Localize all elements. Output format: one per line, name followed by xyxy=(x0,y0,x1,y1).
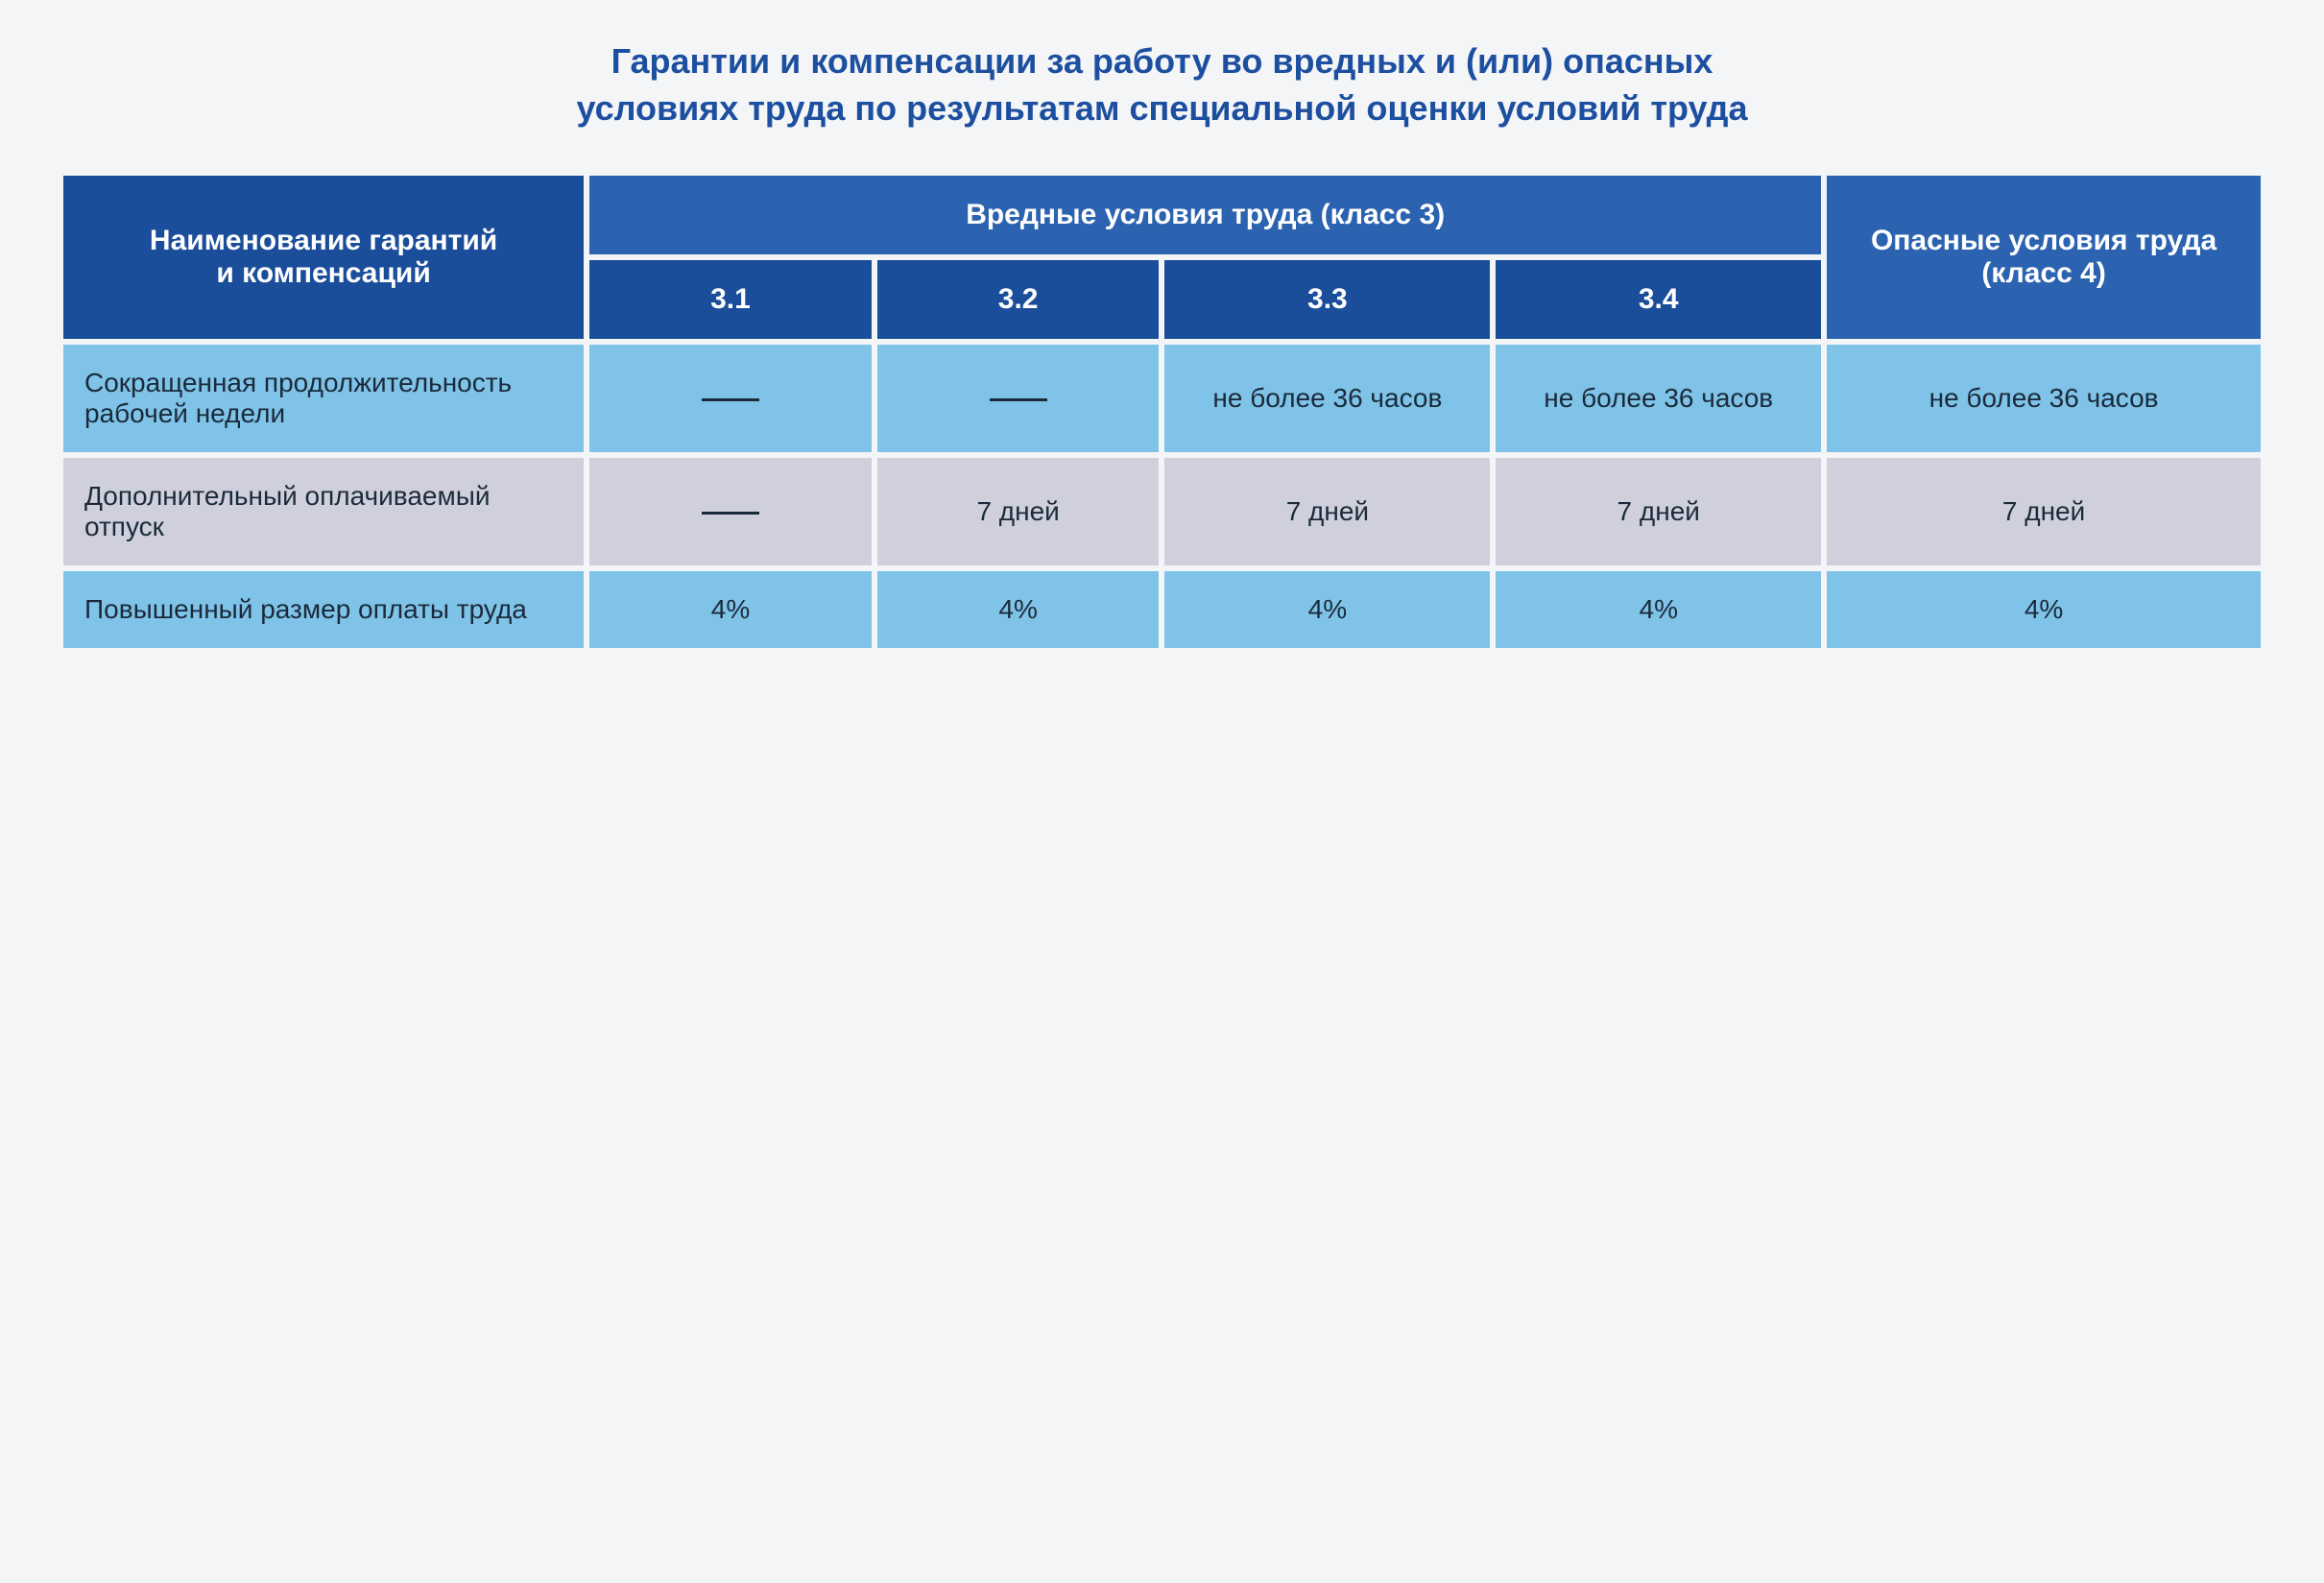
cell xyxy=(589,458,872,565)
header-harmful-group: Вредные условия труда (класс 3) xyxy=(589,176,1821,254)
cell: 4% xyxy=(589,571,872,648)
table-row: Сокращенная продолжительность рабочей не… xyxy=(63,345,2261,452)
header-sub-32: 3.2 xyxy=(877,260,1160,339)
dash-icon xyxy=(702,398,759,401)
cell: 4% xyxy=(1827,571,2261,648)
cell: не более 36 часов xyxy=(1164,345,1490,452)
dash-icon xyxy=(702,512,759,515)
dash-icon xyxy=(990,398,1047,401)
guarantees-table: Наименование гарантий и компенсаций Вред… xyxy=(58,170,2266,654)
cell: 4% xyxy=(1496,571,1821,648)
header-sub-31: 3.1 xyxy=(589,260,872,339)
cell: 7 дней xyxy=(1164,458,1490,565)
cell: 4% xyxy=(1164,571,1490,648)
cell: 7 дней xyxy=(1496,458,1821,565)
header-name: Наименование гарантий и компенсаций xyxy=(63,176,584,339)
cell xyxy=(589,345,872,452)
header-dangerous: Опасные условия труда (класс 4) xyxy=(1827,176,2261,339)
page-title: Гарантии и компенсации за работу во вред… xyxy=(563,38,1762,132)
cell: 7 дней xyxy=(1827,458,2261,565)
cell: 7 дней xyxy=(877,458,1160,565)
cell: не более 36 часов xyxy=(1827,345,2261,452)
cell xyxy=(877,345,1160,452)
cell: 4% xyxy=(877,571,1160,648)
table-row: Повышенный размер оплаты труда4%4%4%4%4% xyxy=(63,571,2261,648)
cell: не более 36 часов xyxy=(1496,345,1821,452)
table-row: Дополнительный оплачиваемый отпуск 7 дней… xyxy=(63,458,2261,565)
header-sub-33: 3.3 xyxy=(1164,260,1490,339)
row-label: Повышенный размер оплаты труда xyxy=(63,571,584,648)
header-sub-34: 3.4 xyxy=(1496,260,1821,339)
row-label: Дополнительный оплачиваемый отпуск xyxy=(63,458,584,565)
row-label: Сокращенная продолжительность рабочей не… xyxy=(63,345,584,452)
